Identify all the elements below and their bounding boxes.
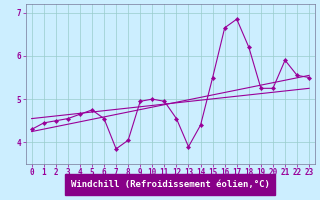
X-axis label: Windchill (Refroidissement éolien,°C): Windchill (Refroidissement éolien,°C): [71, 180, 270, 189]
